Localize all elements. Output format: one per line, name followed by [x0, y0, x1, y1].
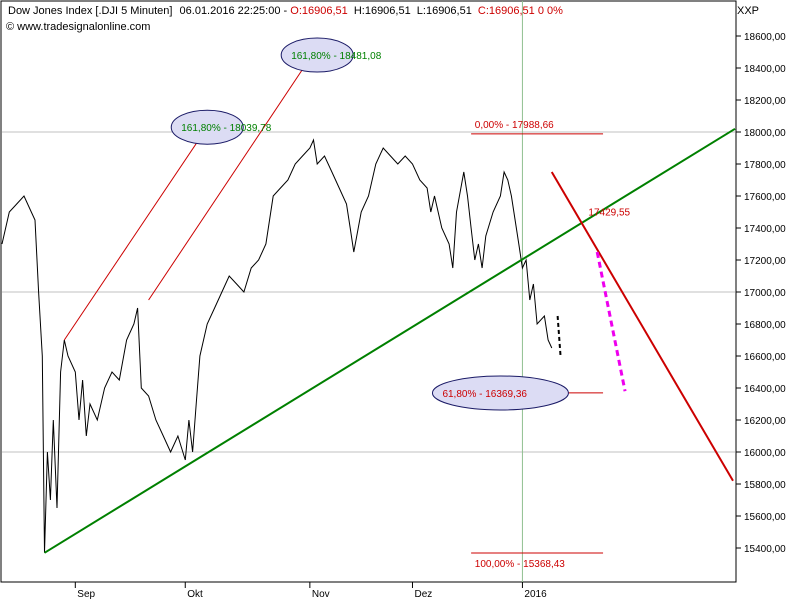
y-tick-label: 16400,00: [744, 384, 786, 395]
ellipse-label: 61,80% - 16369,36: [442, 389, 527, 400]
axis-symbol: XXP: [737, 5, 759, 17]
x-axis-ticks: Sep Okt Nov Dez 2016: [74, 582, 547, 600]
y-tick-label: 17000,00: [744, 288, 786, 299]
annotations: 161,80% - 18481,08 161,80% - 18039,78 0,00…: [170, 37, 631, 570]
y-tick-label: 17600,00: [744, 192, 786, 203]
ellipse-label: 161,80% - 18039,78: [181, 123, 272, 134]
fib-label: 17429,55: [588, 207, 630, 218]
fib-projection-line-2: [148, 58, 311, 301]
fib-label: 0,00% - 17988,66: [475, 120, 554, 131]
price-line: [1, 138, 553, 553]
y-tick-label: 16800,00: [744, 320, 786, 331]
y-tick-label: 15600,00: [744, 512, 786, 523]
uptrend-line: [43, 127, 736, 554]
y-tick-label: 16600,00: [744, 352, 786, 363]
source-line: © www.tradesignalonline.com: [6, 21, 150, 33]
y-tick-label: 16200,00: [744, 416, 786, 427]
header-high: H:16906,51: [354, 5, 411, 17]
price-series: [1, 138, 562, 553]
y-tick-label: 17200,00: [744, 256, 786, 267]
y-tick-label: 15800,00: [744, 480, 786, 491]
y-gridlines: [2, 131, 735, 453]
fib-label: 100,00% - 15368,43: [475, 559, 566, 570]
header-datetime: 06.01.2016 22:25:00: [180, 5, 281, 17]
x-tick-label: Okt: [187, 589, 203, 600]
source-url: www.tradesignalonline.com: [16, 21, 150, 33]
chart-header-line: Dow Jones Index [.DJI 5 Minuten] 06.01.2…: [8, 5, 563, 17]
target-trend-line: [550, 171, 734, 482]
target-ellipse: [280, 37, 354, 73]
ellipse-label: 161,80% - 18481,08: [291, 51, 382, 62]
y-tick-label: 17400,00: [744, 224, 786, 235]
projection-dashed-line: [595, 251, 627, 392]
target-ellipse: [431, 375, 569, 411]
y-tick-label: 18200,00: [744, 96, 786, 107]
y-axis-ticks: 15400,00 15600,00 15800,00 16000,00 16200,00…: [736, 32, 786, 555]
header-close: C:16906,51 0 0%: [478, 5, 563, 17]
copyright-icon: ©: [6, 21, 17, 33]
y-tick-label: 18600,00: [744, 32, 786, 43]
fib-projection-line-1: [63, 126, 208, 341]
y-tick-label: 16000,00: [744, 448, 786, 459]
y-tick-label: 18400,00: [744, 64, 786, 75]
header-separator: -: [284, 5, 291, 17]
x-tick-label: Nov: [312, 589, 330, 600]
x-tick-label: Dez: [414, 589, 432, 600]
target-ellipse: [170, 109, 244, 145]
y-tick-label: 17800,00: [744, 160, 786, 171]
instrument-title: Dow Jones Index [.DJI 5 Minuten]: [8, 5, 172, 17]
y-tick-label: 15400,00: [744, 544, 786, 555]
y-tick-label: 18000,00: [744, 128, 786, 139]
x-tick-label: Sep: [77, 589, 95, 600]
header-low: L:16906,51: [417, 5, 472, 17]
header-open: O:16906,51: [290, 5, 348, 17]
x-tick-label: 2016: [524, 589, 547, 600]
